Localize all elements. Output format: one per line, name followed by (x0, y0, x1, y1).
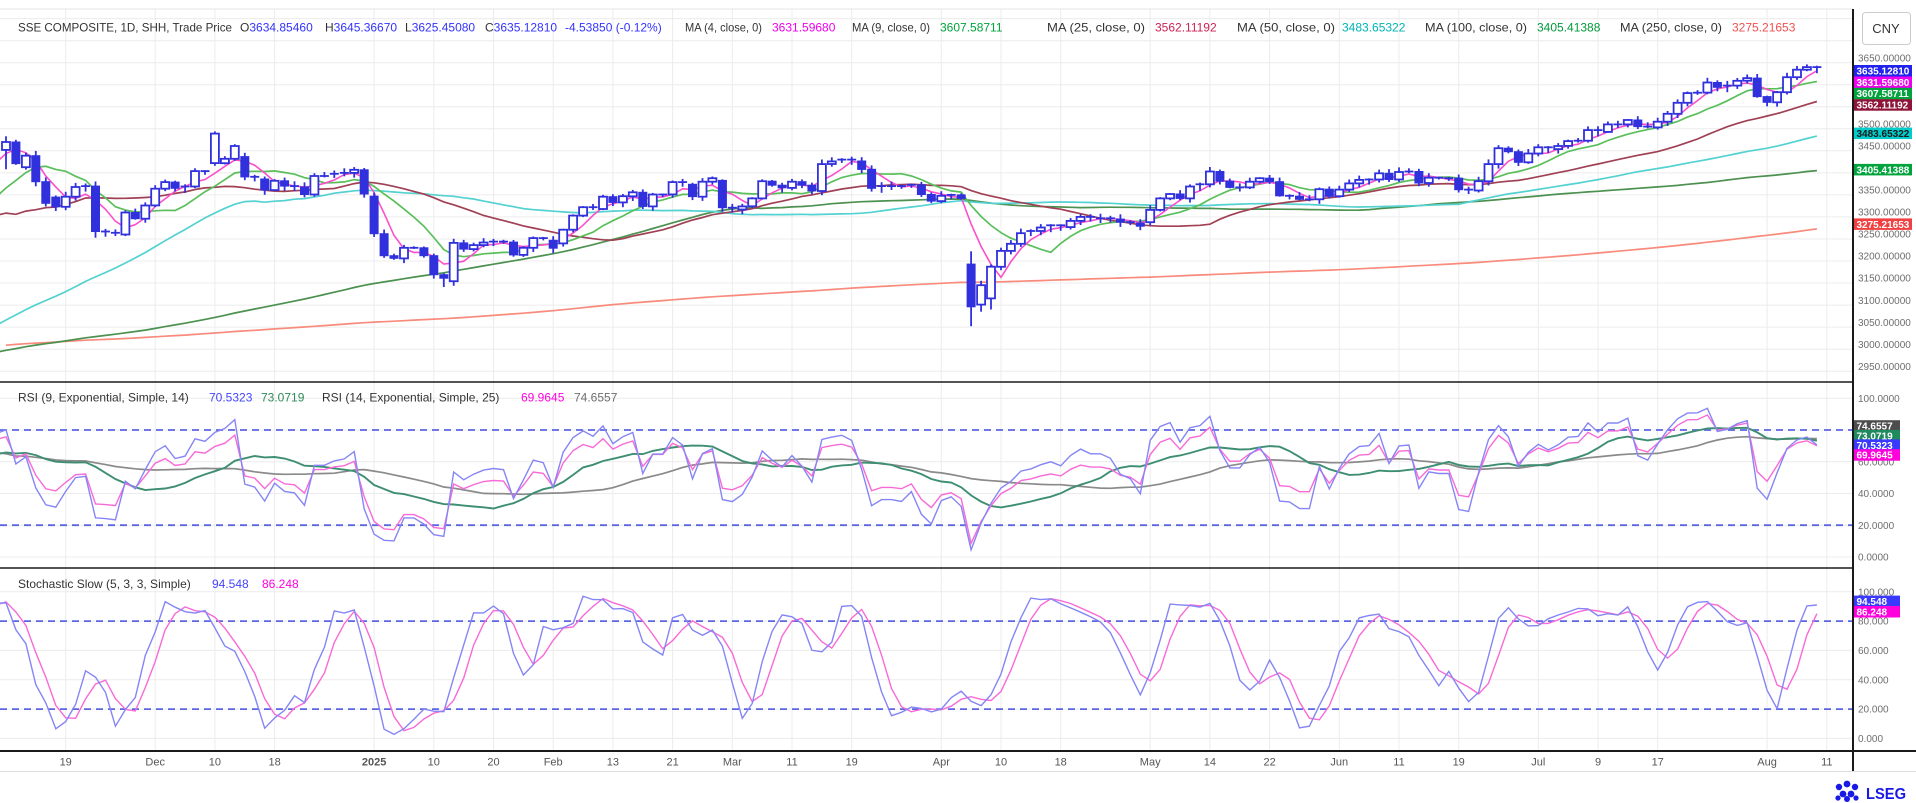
svg-text:18: 18 (1055, 757, 1067, 769)
svg-text:MA (50, close, 0): MA (50, close, 0) (1237, 21, 1335, 35)
svg-text:3450.00000: 3450.00000 (1858, 142, 1911, 153)
svg-text:3050.00000: 3050.00000 (1858, 318, 1911, 329)
svg-text:40.000: 40.000 (1858, 675, 1889, 686)
svg-text:94.548: 94.548 (1857, 597, 1888, 608)
svg-text:94.548: 94.548 (212, 577, 249, 591)
svg-text:May: May (1140, 757, 1161, 769)
svg-text:3631.59680: 3631.59680 (1857, 78, 1910, 89)
svg-text:80.000: 80.000 (1858, 617, 1889, 628)
svg-text:3275.21653: 3275.21653 (1857, 220, 1910, 231)
svg-text:9: 9 (1595, 757, 1601, 769)
svg-text:3483.65322: 3483.65322 (1342, 21, 1406, 35)
svg-text:3562.11192: 3562.11192 (1155, 21, 1217, 35)
svg-text:RSI (14, Exponential, Simple,: RSI (14, Exponential, Simple, 25) (322, 391, 499, 405)
svg-text:74.6557: 74.6557 (1857, 422, 1894, 433)
svg-text:21: 21 (666, 757, 678, 769)
svg-text:3300.00000: 3300.00000 (1858, 208, 1911, 219)
svg-text:Feb: Feb (544, 757, 563, 769)
svg-text:3500.00000: 3500.00000 (1858, 120, 1911, 131)
svg-text:73.0719: 73.0719 (1857, 431, 1894, 442)
svg-text:3607.58711: 3607.58711 (940, 21, 1003, 35)
svg-text:3562.11192: 3562.11192 (1857, 101, 1909, 112)
svg-text:3631.59680: 3631.59680 (772, 21, 836, 35)
svg-text:Jun: Jun (1330, 757, 1348, 769)
svg-text:MA (250, close, 0): MA (250, close, 0) (1620, 21, 1722, 35)
svg-text:73.0719: 73.0719 (261, 391, 305, 405)
svg-text:Stochastic Slow (5, 3, 3, Simp: Stochastic Slow (5, 3, 3, Simple) (18, 577, 191, 591)
svg-text:3607.58711: 3607.58711 (1857, 89, 1910, 100)
svg-text:MA (4, close, 0): MA (4, close, 0) (685, 21, 762, 35)
svg-text:0.0000: 0.0000 (1858, 553, 1889, 564)
svg-text:3250.00000: 3250.00000 (1858, 230, 1911, 241)
svg-text:3635.12810: 3635.12810 (1857, 67, 1910, 78)
svg-text:17: 17 (1652, 757, 1664, 769)
svg-text:3483.65322: 3483.65322 (1857, 129, 1910, 140)
svg-text:14: 14 (1204, 757, 1216, 769)
svg-text:10: 10 (428, 757, 440, 769)
svg-text:Mar: Mar (723, 757, 742, 769)
svg-text:CNY: CNY (1872, 21, 1900, 36)
svg-text:Apr: Apr (933, 757, 950, 769)
svg-text:0.000: 0.000 (1858, 734, 1883, 745)
svg-text:3275.21653: 3275.21653 (1732, 21, 1796, 35)
svg-text:3150.00000: 3150.00000 (1858, 274, 1911, 285)
svg-text:3650.00000: 3650.00000 (1858, 53, 1911, 64)
svg-text:H3645.36670: H3645.36670 (325, 21, 397, 35)
svg-text:11: 11 (1821, 757, 1832, 769)
svg-text:86.248: 86.248 (262, 577, 299, 591)
svg-text:20.000: 20.000 (1858, 705, 1889, 716)
svg-text:3405.41388: 3405.41388 (1857, 165, 1910, 176)
svg-text:22: 22 (1263, 757, 1275, 769)
svg-text:LSEG: LSEG (1866, 786, 1906, 803)
svg-text:18: 18 (268, 757, 280, 769)
svg-text:3100.00000: 3100.00000 (1858, 296, 1911, 307)
svg-text:11: 11 (1393, 757, 1404, 769)
svg-text:-4.53850 (-0.12%): -4.53850 (-0.12%) (565, 21, 662, 35)
svg-text:100.000: 100.000 (1858, 587, 1895, 598)
svg-text:3350.00000: 3350.00000 (1858, 186, 1911, 197)
svg-text:60.000: 60.000 (1858, 646, 1889, 657)
svg-text:3000.00000: 3000.00000 (1858, 340, 1911, 351)
svg-text:20: 20 (487, 757, 499, 769)
svg-text:19: 19 (1453, 757, 1465, 769)
svg-text:MA (100, close, 0): MA (100, close, 0) (1425, 21, 1527, 35)
svg-text:Dec: Dec (145, 757, 165, 769)
svg-text:Aug: Aug (1757, 757, 1777, 769)
svg-text:60.0000: 60.0000 (1858, 457, 1895, 468)
svg-text:MA (9, close, 0): MA (9, close, 0) (852, 21, 930, 35)
svg-text:74.6557: 74.6557 (574, 391, 618, 405)
svg-text:3405.41388: 3405.41388 (1537, 21, 1601, 35)
svg-text:2950.00000: 2950.00000 (1858, 362, 1911, 373)
svg-text:13: 13 (607, 757, 619, 769)
svg-text:MA (25, close, 0): MA (25, close, 0) (1047, 21, 1145, 35)
svg-text:100.0000: 100.0000 (1858, 394, 1900, 405)
svg-text:11: 11 (786, 757, 797, 769)
svg-text:70.5323: 70.5323 (1857, 441, 1894, 452)
svg-text:SSE COMPOSITE, 1D, SHH, Trade: SSE COMPOSITE, 1D, SHH, Trade Price (18, 21, 232, 35)
svg-text:19: 19 (846, 757, 858, 769)
svg-text:69.9645: 69.9645 (1857, 451, 1894, 462)
svg-text:Jul: Jul (1531, 757, 1545, 769)
svg-text:19: 19 (60, 757, 72, 769)
svg-text:2025: 2025 (362, 757, 386, 769)
svg-text:70.5323: 70.5323 (209, 391, 253, 405)
svg-text:10: 10 (209, 757, 221, 769)
svg-text:L3625.45080: L3625.45080 (405, 21, 475, 35)
svg-text:3200.00000: 3200.00000 (1858, 252, 1911, 263)
svg-text:20.0000: 20.0000 (1858, 521, 1895, 532)
svg-text:40.0000: 40.0000 (1858, 489, 1895, 500)
svg-text:O3634.85460: O3634.85460 (240, 21, 313, 35)
svg-text:C3635.12810: C3635.12810 (485, 21, 557, 35)
svg-text:10: 10 (995, 757, 1007, 769)
svg-text:86.248: 86.248 (1857, 607, 1888, 618)
svg-text:RSI (9, Exponential, Simple, 1: RSI (9, Exponential, Simple, 14) (18, 391, 189, 405)
svg-text:69.9645: 69.9645 (521, 391, 565, 405)
